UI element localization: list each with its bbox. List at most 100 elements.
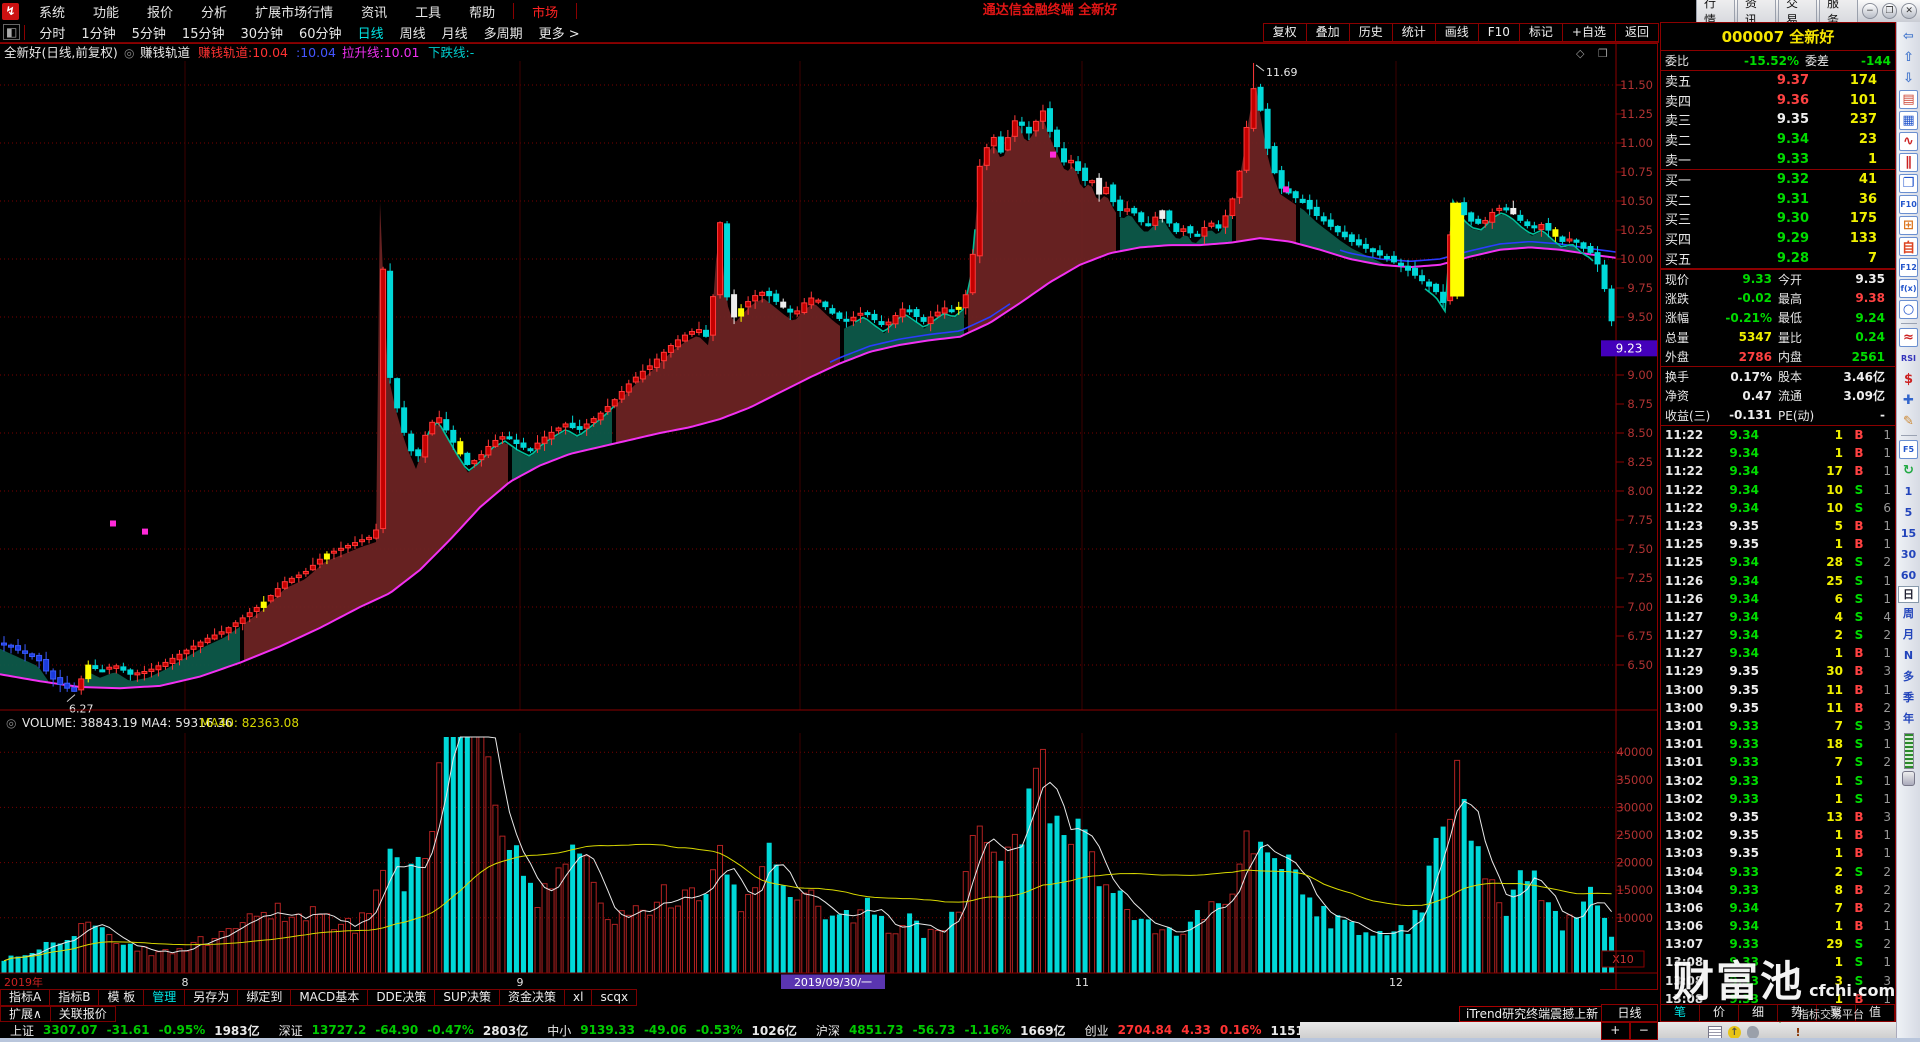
report-icon[interactable]: ▤ [1899,90,1918,109]
rsi-icon[interactable]: RSI [1901,354,1916,363]
indicator-tab-6[interactable]: MACD基本 [290,989,368,1006]
quote-row[interactable]: 卖三 9.35 237 [1661,110,1895,130]
close-button[interactable]: ✕ [1901,3,1917,19]
chart-tool-4[interactable]: 画线 [1434,22,1478,42]
index-quote-2[interactable]: 中小 9139.33 -49.06 -0.53% 1026亿 [547,1022,806,1039]
indicator-tab-7[interactable]: DDE决策 [367,989,435,1006]
quote-table-icon[interactable]: ▦ [1899,111,1918,130]
coin-icon[interactable]: ↑ [1728,1026,1741,1039]
tick-tab-0[interactable]: 笔 [1661,1005,1700,1021]
strip-period-30[interactable]: 30 [1900,548,1917,561]
f10-icon[interactable]: F10 [1899,195,1918,214]
menu-item-3[interactable]: 分析 [201,5,228,21]
tick-tab-5[interactable]: 值 [1856,1005,1895,1021]
money-icon[interactable]: $ [1903,372,1914,387]
strip-period-60[interactable]: 60 [1900,569,1917,582]
quote-row[interactable]: 卖五 9.37 174 [1661,71,1895,91]
strip-period-15[interactable]: 15 [1900,527,1917,540]
minimize-button[interactable]: − [1862,3,1878,19]
pencil-icon[interactable]: ✎ [1903,414,1914,429]
stock-title[interactable]: 000007 全新好 [1661,23,1895,51]
kline-chart-icon[interactable]: ∥ [1899,153,1918,172]
zoom-slider-thumb[interactable] [1902,771,1915,786]
quote-row[interactable]: 买五 9.28 7 [1661,248,1895,268]
indicator-tab-1[interactable]: 指标B [49,989,99,1006]
mouse-icon[interactable] [1747,1026,1759,1039]
chart-tool-8[interactable]: 返回 [1614,22,1659,42]
menu-item-5[interactable]: 资讯 [361,5,388,21]
period-item-2[interactable]: 5分钟 [131,26,166,42]
menu-item-7[interactable]: 帮助 [469,5,496,21]
indicator-tab-11[interactable]: scqx [591,989,638,1006]
strip-period-多[interactable]: 多 [1903,670,1914,683]
period-item-5[interactable]: 60分钟 [299,26,342,42]
tick-tab-1[interactable]: 价 [1700,1005,1739,1021]
indicator-tab-3[interactable]: 管理 [143,989,185,1006]
tick-tab-3[interactable]: 势 [1778,1005,1817,1021]
move-icon[interactable]: ✚ [1903,393,1914,408]
quote-row[interactable]: 买三 9.30 175 [1661,209,1895,229]
alert-icon[interactable]: ! [1795,1026,1801,1039]
strip-period-1[interactable]: 1 [1904,485,1913,498]
period-item-8[interactable]: 月线 [441,26,468,42]
period-item-3[interactable]: 15分钟 [181,26,225,42]
indicator-tab-9[interactable]: 资金决策 [499,989,565,1006]
period-item-9[interactable]: 多周期 [483,26,523,42]
strip-period-周[interactable]: 周 [1903,607,1914,620]
period-item-10[interactable]: 更多 > [538,26,580,42]
layout-split-icon[interactable]: ◧ [3,24,21,40]
chart-tool-3[interactable]: 统计 [1391,22,1435,42]
app-logo-icon[interactable]: ↯ [2,2,19,20]
page-down-icon[interactable]: ⇩ [1903,71,1914,86]
tick-tab-4[interactable]: 聚 [1817,1005,1856,1021]
wave-indicator-icon[interactable]: ≈ [1899,328,1918,347]
chart-tool-7[interactable]: +自选 [1561,22,1615,42]
strip-period-年[interactable]: 年 [1903,712,1914,725]
menu-item-2[interactable]: 报价 [147,5,174,21]
index-quote-3[interactable]: 沪深 4851.73 -56.73 -1.16% 1669亿 [816,1022,1075,1039]
zoom-slider[interactable] [1903,733,1914,769]
chart-tool-2[interactable]: 历史 [1348,22,1392,42]
quote-row[interactable]: 卖二 9.34 23 [1661,130,1895,150]
menu-item-6[interactable]: 工具 [415,5,442,21]
menu-item-4[interactable]: 扩展市场行情 [255,5,334,21]
period-item-4[interactable]: 30分钟 [240,26,284,42]
index-quote-0[interactable]: 上证 3307.07 -31.61 -0.95% 1983亿 [10,1022,269,1039]
sector-tree-icon[interactable]: ⊞ [1899,216,1918,235]
indicator-tab-4[interactable]: 另存为 [184,989,238,1006]
multi-page-icon[interactable]: ❐ [1899,174,1918,193]
page-up-icon[interactable]: ⇧ [1903,50,1914,65]
indicator-tab-2[interactable]: 模 板 [98,989,144,1006]
indicator-tab-8[interactable]: SUP决策 [434,989,500,1006]
quote-row[interactable]: 卖四 9.36 101 [1661,91,1895,111]
formula-icon[interactable]: f(x) [1899,279,1918,298]
f12-icon[interactable]: F12 [1899,258,1918,277]
tick-list[interactable]: 11:22 9.34 1 B 1 11:22 9.34 1 B 1 11:22 9.34 17 B 1 11:… [1661,424,1895,1004]
menu-item-1[interactable]: 功能 [93,5,120,21]
indicator-tab-10[interactable]: xl [564,989,592,1006]
zoom-in-button[interactable]: + [1601,1022,1630,1040]
strip-period-日[interactable]: 日 [1898,586,1919,603]
quote-row[interactable]: 买四 9.29 133 [1661,229,1895,249]
strip-period-5[interactable]: 5 [1904,506,1913,519]
menu-item-market[interactable]: 市场 [532,5,559,21]
chart-tool-5[interactable]: F10 [1477,22,1519,42]
indicator-tab-5[interactable]: 绑定到 [237,989,291,1006]
period-item-6[interactable]: 日线 [357,26,384,42]
f5-icon[interactable]: F5 [1899,440,1918,459]
ext-item-1[interactable]: 关联报价 [49,1006,116,1022]
restore-button[interactable]: ❐ [1881,3,1898,19]
quote-row[interactable]: 买一 9.32 41 [1661,170,1895,190]
main-candlestick-chart[interactable]: 11.69 6.27 11.50 11.25 11.00 10.75 10.50 10.25 1… [0,43,1659,990]
period-item-7[interactable]: 周线 [399,26,426,42]
period-item-0[interactable]: 分时 [39,26,66,42]
trend-chart-icon[interactable]: ∿ [1899,132,1918,151]
chart-tool-1[interactable]: 叠加 [1305,22,1349,42]
zoom-out-button[interactable]: − [1629,1022,1658,1040]
strip-period-月[interactable]: 月 [1903,628,1914,641]
period-item-1[interactable]: 1分钟 [81,26,116,42]
strip-period-季[interactable]: 季 [1903,691,1914,704]
chart-tool-6[interactable]: 标记 [1518,22,1562,42]
circle-tool-icon[interactable]: ○ [1899,300,1918,319]
menu-item-0[interactable]: 系统 [39,5,66,21]
